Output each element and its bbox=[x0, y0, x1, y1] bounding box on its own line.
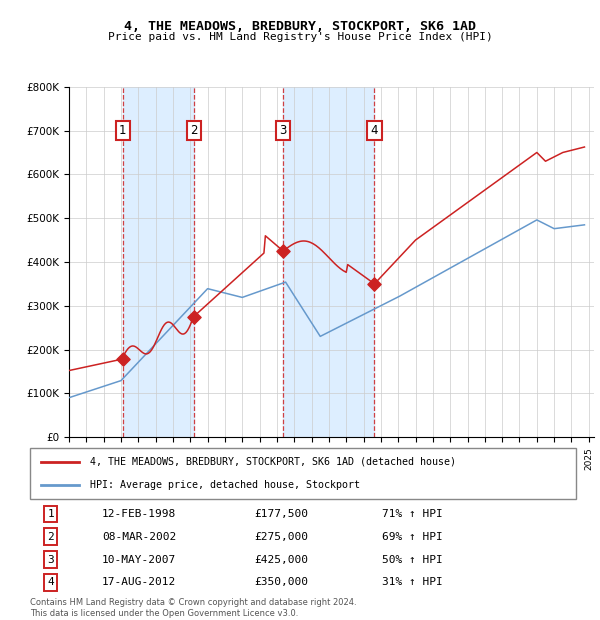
FancyBboxPatch shape bbox=[30, 448, 576, 499]
Text: 2: 2 bbox=[47, 531, 54, 542]
Text: 10-MAY-2007: 10-MAY-2007 bbox=[102, 554, 176, 565]
Text: £275,000: £275,000 bbox=[254, 531, 308, 542]
Text: 4: 4 bbox=[371, 124, 378, 137]
Text: 2: 2 bbox=[190, 124, 197, 137]
Text: 4, THE MEADOWS, BREDBURY, STOCKPORT, SK6 1AD: 4, THE MEADOWS, BREDBURY, STOCKPORT, SK6… bbox=[124, 20, 476, 33]
Text: Price paid vs. HM Land Registry's House Price Index (HPI): Price paid vs. HM Land Registry's House … bbox=[107, 32, 493, 42]
Text: 08-MAR-2002: 08-MAR-2002 bbox=[102, 531, 176, 542]
Text: Contains HM Land Registry data © Crown copyright and database right 2024.
This d: Contains HM Land Registry data © Crown c… bbox=[30, 598, 356, 618]
Text: £350,000: £350,000 bbox=[254, 577, 308, 588]
Text: 31% ↑ HPI: 31% ↑ HPI bbox=[382, 577, 443, 588]
Text: £425,000: £425,000 bbox=[254, 554, 308, 565]
Text: 50% ↑ HPI: 50% ↑ HPI bbox=[382, 554, 443, 565]
Text: 69% ↑ HPI: 69% ↑ HPI bbox=[382, 531, 443, 542]
Point bbox=[278, 246, 288, 256]
Text: 1: 1 bbox=[47, 508, 54, 519]
Text: 3: 3 bbox=[47, 554, 54, 565]
Text: 17-AUG-2012: 17-AUG-2012 bbox=[102, 577, 176, 588]
Text: 12-FEB-1998: 12-FEB-1998 bbox=[102, 508, 176, 519]
Point bbox=[189, 312, 199, 322]
Text: 4: 4 bbox=[47, 577, 54, 588]
Point bbox=[370, 279, 379, 289]
Text: 71% ↑ HPI: 71% ↑ HPI bbox=[382, 508, 443, 519]
Point bbox=[118, 355, 128, 365]
Text: £177,500: £177,500 bbox=[254, 508, 308, 519]
Text: HPI: Average price, detached house, Stockport: HPI: Average price, detached house, Stoc… bbox=[90, 480, 360, 490]
Text: 4, THE MEADOWS, BREDBURY, STOCKPORT, SK6 1AD (detached house): 4, THE MEADOWS, BREDBURY, STOCKPORT, SK6… bbox=[90, 457, 456, 467]
Text: 1: 1 bbox=[119, 124, 127, 137]
Bar bbox=[283, 87, 374, 437]
Text: 3: 3 bbox=[280, 124, 287, 137]
Bar bbox=[123, 87, 194, 437]
